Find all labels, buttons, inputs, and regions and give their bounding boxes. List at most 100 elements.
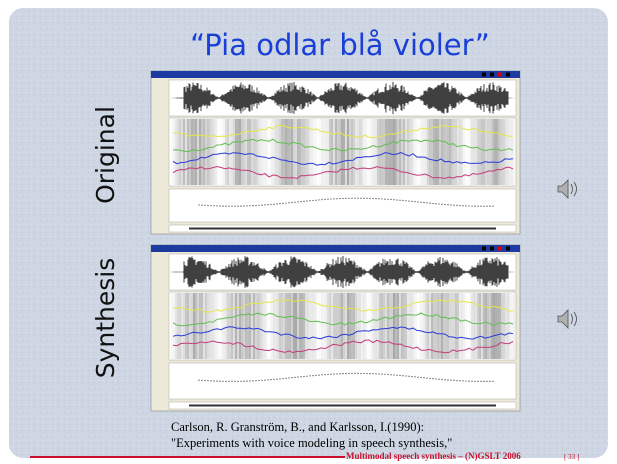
pitch-point — [483, 205, 485, 207]
pitch-point — [315, 199, 317, 201]
spectrogram-column — [321, 293, 323, 359]
spectrogram-column — [357, 119, 359, 185]
title-bar — [151, 245, 520, 252]
pitch-point — [369, 197, 371, 199]
spectrogram-column — [295, 119, 297, 185]
spectrogram-column — [301, 119, 303, 185]
pitch-point — [237, 205, 239, 207]
spectrogram-column — [337, 293, 339, 359]
pitch-point — [339, 373, 341, 375]
spectrogram-column — [351, 119, 353, 185]
speaker-icon[interactable] — [557, 309, 577, 329]
pitch-point — [330, 373, 332, 375]
pitch-point — [225, 380, 227, 382]
spectrogram-column — [457, 293, 459, 359]
spectrogram-column — [217, 293, 219, 359]
spectrogram-column — [331, 119, 333, 185]
pitch-point — [270, 379, 272, 381]
spectrogram-column — [447, 119, 449, 185]
pitch-point — [264, 204, 266, 206]
spectrogram-column — [501, 119, 503, 185]
spectrogram-column — [515, 119, 517, 185]
spectrogram-column — [507, 119, 509, 185]
spectrogram-column — [335, 293, 337, 359]
spectrogram-column — [485, 119, 487, 185]
pitch-point — [318, 374, 320, 376]
speaker-icon[interactable] — [557, 179, 577, 199]
spectrogram-column — [243, 293, 245, 359]
pitch-point — [261, 204, 263, 206]
spectrogram-column — [347, 293, 349, 359]
spectrogram-column — [249, 119, 251, 185]
spectrogram-column — [491, 119, 493, 185]
spectrogram-column — [237, 293, 239, 359]
spectrogram-column — [359, 293, 361, 359]
toolbar-button — [482, 72, 486, 77]
spectrogram-column — [399, 119, 401, 185]
pitch-point — [384, 373, 386, 375]
pitch-point — [198, 379, 200, 381]
pitch-point — [363, 197, 365, 199]
spectrogram-column — [377, 119, 379, 185]
pitch-point — [489, 205, 491, 207]
pitch-point — [213, 380, 215, 382]
pitch-point — [399, 199, 401, 201]
pitch-point — [453, 204, 455, 206]
spectrogram-column — [189, 293, 191, 359]
pitch-point — [216, 380, 218, 382]
spectrogram-column — [185, 119, 187, 185]
pitch-point — [348, 372, 350, 375]
spectrogram-column — [437, 119, 439, 185]
pitch-point — [234, 205, 236, 207]
pitch-point — [396, 199, 398, 201]
pitch-point — [444, 203, 446, 206]
pitch-point — [309, 200, 311, 202]
spectrogram-column — [509, 119, 511, 185]
spectrogram-column — [435, 293, 437, 359]
pitch-point — [231, 205, 233, 207]
pitch-point — [234, 380, 236, 382]
spectrogram-column — [433, 293, 435, 359]
spectrogram-column — [241, 119, 243, 185]
spectrogram-column — [481, 293, 483, 359]
spectrogram-column — [407, 293, 409, 359]
pitch-point — [429, 377, 431, 379]
label-original: Original — [91, 106, 120, 204]
spectrogram-column — [439, 293, 441, 359]
spectrogram-column — [179, 119, 181, 185]
spectrogram-column — [443, 119, 445, 185]
spectrogram-column — [225, 293, 227, 359]
spectrogram-column — [459, 119, 461, 185]
spectrogram-column — [257, 293, 259, 359]
spectrogram-column — [507, 293, 509, 359]
pitch-point — [246, 380, 248, 382]
pitch-point — [474, 380, 476, 382]
spectrogram-column — [395, 119, 397, 185]
spectrogram-column — [361, 119, 363, 185]
spectrogram-column — [271, 293, 273, 359]
overview-wave — [189, 404, 496, 407]
spectrogram-column — [475, 119, 477, 185]
pitch-point — [471, 380, 473, 382]
spectrogram-column — [421, 293, 423, 359]
spectrogram-column — [313, 119, 315, 185]
pitch-point — [342, 373, 344, 375]
formant-track — [172, 326, 514, 340]
pitch-point — [453, 379, 455, 381]
toolbar-button — [482, 246, 486, 251]
pitch-point — [447, 379, 449, 381]
spectrogram-column — [469, 119, 471, 185]
pitch-point — [300, 376, 302, 378]
spectrogram-column — [513, 293, 515, 359]
spectrogram-column — [251, 293, 253, 359]
spectrogram-column — [285, 119, 287, 185]
pitch-point — [408, 200, 410, 202]
pitch-point — [240, 205, 242, 207]
spectrogram-column — [349, 119, 351, 185]
spectrogram-column — [245, 119, 247, 185]
pitch-point — [405, 200, 407, 202]
pitch-point — [282, 202, 284, 204]
pitch-point — [321, 199, 323, 201]
spectrogram-column — [345, 119, 347, 185]
